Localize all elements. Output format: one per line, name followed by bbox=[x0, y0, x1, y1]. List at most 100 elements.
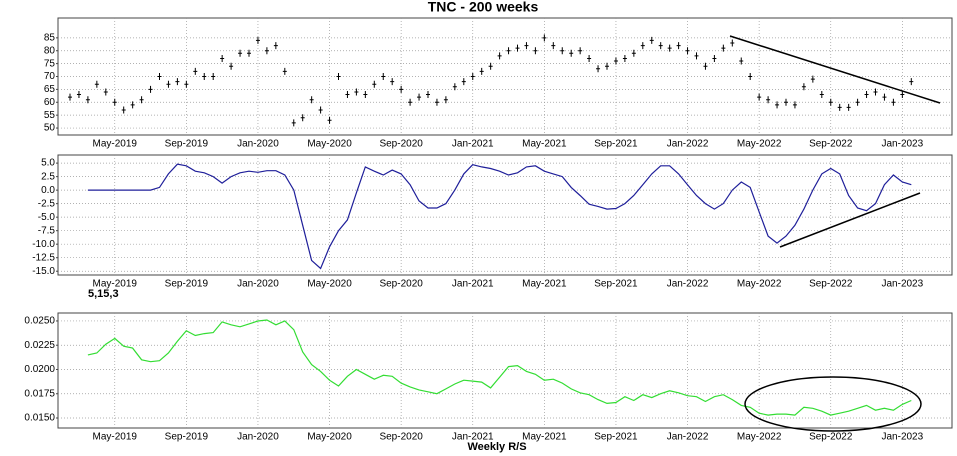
price-bar bbox=[533, 47, 538, 55]
price-bar bbox=[497, 52, 502, 60]
price-bar bbox=[443, 96, 448, 104]
x-tick-label: Sep-2022 bbox=[809, 139, 853, 150]
x-tick-label: May-2021 bbox=[522, 279, 567, 290]
y-tick-label: 0.0150 bbox=[24, 413, 55, 424]
x-tick-label: May-2020 bbox=[307, 432, 352, 443]
x-tick-label: May-2021 bbox=[522, 432, 567, 443]
price-bar bbox=[846, 103, 851, 111]
price-bar bbox=[157, 73, 162, 80]
price-bar bbox=[121, 106, 126, 114]
plot-area: 50 55 60 65 70 75 80 85 May-2019 Sep-2019 Jan-2020… bbox=[24, 17, 953, 443]
price-bar bbox=[730, 39, 735, 47]
price-bar bbox=[873, 88, 878, 96]
y-tick-label: 60 bbox=[44, 97, 56, 108]
y-tick-label: 75 bbox=[44, 58, 56, 69]
price-bar bbox=[345, 91, 350, 99]
series-line bbox=[87, 163, 912, 270]
price-bar bbox=[882, 93, 887, 101]
y-tick-label: 0.0 bbox=[41, 185, 55, 196]
series-line bbox=[87, 319, 912, 416]
price-bar bbox=[766, 96, 771, 104]
price-bar bbox=[68, 93, 72, 101]
price-bar bbox=[658, 42, 663, 50]
price-bar bbox=[85, 96, 90, 104]
price-bar bbox=[578, 47, 583, 55]
price-bar bbox=[273, 42, 278, 50]
x-tick-label: May-2022 bbox=[737, 432, 782, 443]
x-tick-label: May-2022 bbox=[737, 279, 782, 290]
price-bar bbox=[327, 116, 332, 124]
price-bar bbox=[613, 57, 618, 65]
price-bar bbox=[381, 73, 386, 80]
x-tick-label: Jan-2020 bbox=[237, 432, 279, 443]
y-tick-label: 70 bbox=[44, 71, 56, 82]
y-tick-label: 5.0 bbox=[41, 158, 55, 169]
price-bar bbox=[801, 83, 806, 91]
price-bar bbox=[676, 42, 681, 50]
x-tick-label: Sep-2022 bbox=[809, 279, 853, 290]
price-bar bbox=[810, 75, 815, 83]
price-bar bbox=[685, 47, 690, 55]
price-bar bbox=[130, 101, 135, 109]
x-tick-label: Jan-2020 bbox=[237, 139, 279, 150]
x-tick-label: Jan-2021 bbox=[452, 432, 494, 443]
price-bar bbox=[524, 42, 529, 50]
price-bar bbox=[855, 98, 860, 106]
x-tick-label: May-2019 bbox=[93, 279, 138, 290]
y-tick-label: -5.0 bbox=[38, 212, 56, 223]
y-tick-label: -15.0 bbox=[32, 266, 55, 277]
price-bar bbox=[318, 106, 323, 114]
x-tick-label: Sep-2021 bbox=[594, 279, 638, 290]
y-tick-label: 80 bbox=[44, 45, 56, 56]
price-bar bbox=[193, 67, 198, 75]
x-tick-label: Jan-2023 bbox=[881, 432, 923, 443]
x-tick-label: Jan-2023 bbox=[881, 139, 923, 150]
price-bar bbox=[775, 101, 780, 109]
x-tick-label: Sep-2021 bbox=[594, 139, 638, 150]
price-bar bbox=[551, 42, 556, 50]
price-bar bbox=[336, 73, 341, 80]
price-bar bbox=[264, 47, 269, 55]
price-bar bbox=[900, 91, 905, 99]
price-bar bbox=[148, 85, 153, 93]
y-tick-label: 0.0225 bbox=[24, 340, 55, 351]
price-bar bbox=[390, 78, 395, 86]
price-bar bbox=[300, 114, 305, 122]
y-tick-label: 85 bbox=[44, 32, 56, 43]
trendline bbox=[779, 192, 921, 248]
price-bar bbox=[220, 54, 225, 62]
price-bar bbox=[569, 49, 574, 57]
x-axis-label: Weekly R/S bbox=[467, 441, 526, 453]
y-tick-label: 0.0175 bbox=[24, 388, 55, 399]
price-bar bbox=[461, 78, 466, 86]
x-tick-label: Jan-2022 bbox=[667, 432, 709, 443]
y-tick-label: 50 bbox=[44, 123, 56, 134]
price-bar bbox=[202, 73, 207, 80]
price-bar bbox=[596, 65, 601, 73]
x-tick-label: May-2021 bbox=[522, 139, 567, 150]
x-tick-label: Sep-2019 bbox=[165, 139, 209, 150]
price-bar bbox=[166, 80, 171, 88]
price-bar bbox=[488, 62, 493, 70]
price-bar bbox=[103, 88, 108, 96]
price-bar bbox=[255, 36, 260, 44]
price-bar bbox=[470, 73, 475, 80]
price-bar bbox=[828, 98, 833, 106]
price-bar bbox=[694, 52, 699, 60]
price-bar bbox=[247, 49, 251, 57]
x-axis-label: 5,15,3 bbox=[88, 288, 119, 300]
x-tick-label: Jan-2022 bbox=[667, 279, 709, 290]
x-tick-label: May-2022 bbox=[737, 139, 782, 150]
price-bar bbox=[452, 83, 457, 91]
price-bar bbox=[819, 91, 824, 99]
x-tick-label: May-2019 bbox=[93, 432, 138, 443]
price-bar bbox=[291, 119, 296, 127]
x-tick-label: Sep-2019 bbox=[165, 279, 209, 290]
price-bar bbox=[479, 67, 484, 75]
price-bar bbox=[229, 62, 234, 70]
price-bar bbox=[506, 47, 511, 55]
price-bar bbox=[649, 36, 654, 44]
price-bar bbox=[792, 101, 797, 109]
price-bar bbox=[175, 78, 180, 86]
